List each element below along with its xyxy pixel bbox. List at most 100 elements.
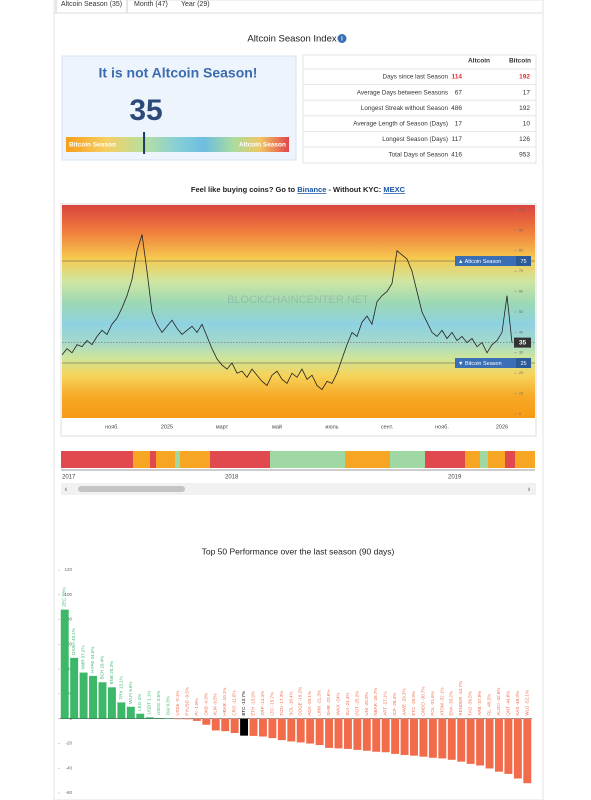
- reference-value-box: [516, 358, 531, 368]
- reference-value: 25: [520, 361, 526, 367]
- bar-label: XMR 37.2%: [81, 646, 86, 670]
- bar-label: SUI -24.4%: [345, 693, 350, 716]
- promo-link[interactable]: MEXC: [383, 185, 405, 194]
- bar-label-value: 25.3%: [109, 661, 114, 674]
- bar-label-name: TON: [279, 706, 284, 715]
- x-tick-label: нояб.: [435, 424, 449, 430]
- bar-label: PI -1.8%: [194, 698, 199, 715]
- scroll-right[interactable]: ›: [528, 485, 531, 494]
- bar: [240, 718, 249, 736]
- bar: [183, 718, 192, 720]
- bar-label-name: USDe: [175, 703, 180, 716]
- bar-label: LINK -21.3%: [317, 690, 322, 716]
- bar-label-value: -27.1%: [383, 691, 388, 705]
- bar-label-value: -48.3%: [515, 691, 520, 705]
- bar: [107, 687, 116, 719]
- y-tick-label: 100: [519, 208, 525, 212]
- y-tick-label: 50: [519, 310, 523, 314]
- bar-label: DAI 0.3%: [166, 696, 171, 715]
- bar-label-value: 37.2%: [81, 646, 86, 659]
- table-cell: 17: [523, 89, 531, 96]
- y-tick-label: 0: [519, 412, 521, 416]
- bar-label: APT -27.1%: [383, 691, 388, 715]
- bar-label-name: NEAR: [373, 702, 378, 715]
- table-cell: 953: [519, 152, 530, 159]
- tab[interactable]: Month (47): [134, 1, 168, 8]
- bar-label-name: HYPE: [90, 661, 95, 673]
- bar-label-value: -9.5%: [213, 693, 218, 705]
- gauge-left-label: Bitcoin Season: [69, 142, 116, 149]
- x-tick-label: сент.: [381, 424, 394, 430]
- y-tick-label: -40: [65, 765, 72, 770]
- bar-label: AAVE -29.3%: [402, 688, 407, 715]
- bar-label: USDT 1.1%: [147, 691, 152, 715]
- info-icon[interactable]: [337, 34, 347, 43]
- bar-label: USDe -0.1%: [175, 691, 180, 716]
- bar-label-value: -34.7%: [458, 681, 463, 695]
- bar-label-name: AAVE: [402, 704, 407, 716]
- tab[interactable]: Altcoin Season (35): [61, 1, 122, 8]
- y-tick-label: -60: [65, 790, 72, 795]
- current-value-box: [514, 337, 531, 348]
- reference-value-box: [516, 256, 531, 266]
- scrollbar-thumb[interactable]: [78, 486, 185, 492]
- reference-label-box: [455, 358, 516, 368]
- bar: [400, 718, 409, 755]
- bar-label: DOGE -19.2%: [298, 687, 303, 716]
- bar-label-name: USDT: [147, 702, 152, 715]
- bar-label-value: -30.7%: [421, 687, 426, 701]
- bar-label-value: 88%: [62, 587, 67, 596]
- reference-label: ▼ Bitcoin Season: [458, 361, 502, 367]
- bar-label-value: -37.8%: [477, 691, 482, 705]
- bar-label-value: 9.6%: [128, 681, 133, 691]
- bar-label: OKB -4.9%: [204, 693, 209, 716]
- bar-label-value: -28.4%: [392, 693, 397, 707]
- gauge-title: It is not Altcoin Season!: [99, 65, 258, 81]
- bar-label-value: -11.6%: [232, 690, 237, 704]
- timeline-label: 2019: [448, 475, 462, 481]
- bar-label-value: -10.1%: [222, 688, 227, 702]
- promo-link[interactable]: Binance: [297, 185, 326, 194]
- bar-label-value: -29.3%: [402, 688, 407, 702]
- x-tick-label: нояб.: [105, 424, 119, 430]
- promo-text: Feel like buying coins? Go to: [191, 185, 296, 194]
- bar-label: CRO -11.6%: [232, 690, 237, 715]
- bar-label: SHIB -23.6%: [326, 690, 331, 716]
- bar: [202, 718, 211, 725]
- timeline-segment: [61, 451, 133, 468]
- tab[interactable]: Year (29): [181, 1, 210, 8]
- y-tick-label: 70: [519, 269, 523, 273]
- bar-label-value: 1.1%: [147, 691, 152, 701]
- bar-label-name: SUI: [345, 708, 350, 716]
- bar-label-name: WLD: [524, 705, 529, 716]
- table-row-label: Days since last Season: [383, 74, 449, 81]
- promo: Feel like buying coins? Go to Binance - …: [191, 185, 406, 194]
- bar-label-name: FIL: [487, 709, 492, 716]
- bar-label-value: 29.4%: [100, 656, 105, 669]
- table-row-label: Average Length of Season (Days): [353, 120, 448, 127]
- bar: [60, 609, 69, 719]
- bar-label: ICP -28.4%: [392, 693, 397, 716]
- bar-label-name: ETC: [411, 706, 416, 716]
- bar-label: XLM -9.5%: [213, 693, 218, 715]
- table-cell: 114: [452, 74, 463, 81]
- scroll-left[interactable]: ‹: [65, 485, 68, 494]
- bar-label: TRX 13.1%: [119, 676, 124, 699]
- table-cell: 17: [455, 121, 463, 128]
- bar-label-name: SHIB: [326, 705, 331, 716]
- gauge-right-label: Altcoin Season: [239, 142, 286, 149]
- table-header: Bitcoin: [509, 58, 531, 65]
- y-tick-label: -20: [65, 741, 72, 746]
- bar-label: ADA -20.1%: [307, 691, 312, 716]
- table-row-label: Longest Streak without Season: [361, 105, 449, 112]
- timeline-segment: [425, 451, 465, 468]
- bar-label: XRP -14.4%: [260, 691, 265, 716]
- y-tick-label: 60: [67, 642, 73, 647]
- table-cell: 192: [519, 74, 530, 81]
- timeline-segment: [390, 451, 425, 468]
- bar: [457, 718, 466, 762]
- bar: [419, 718, 428, 757]
- bar-label-name: ICP: [392, 708, 397, 716]
- bar-label-name: XMR: [81, 659, 86, 670]
- bar-label-value: -33.2%: [449, 691, 454, 705]
